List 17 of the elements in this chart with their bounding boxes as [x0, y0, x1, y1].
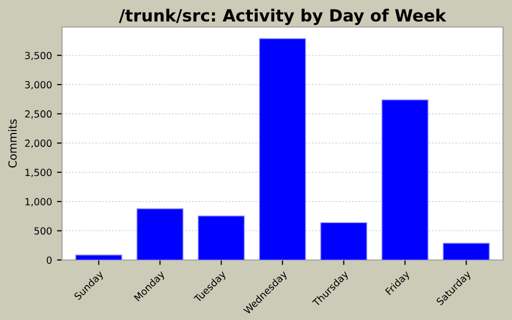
bar	[442, 242, 490, 260]
y-tick-label: 0	[46, 256, 52, 264]
bar	[320, 222, 368, 260]
chart-title: /trunk/src: Activity by Day of Week	[118, 8, 446, 26]
y-tick-label: 1,500	[26, 168, 52, 178]
y-axis-title: Commits	[8, 119, 17, 168]
bar	[198, 216, 245, 260]
y-tick-label: 3,500	[25, 52, 52, 60]
y-tick-label: 3,000	[25, 81, 52, 90]
y-tick-label: 500	[34, 227, 52, 235]
bar	[259, 38, 306, 260]
y-tick-label: 2,500	[25, 110, 52, 119]
bar	[382, 100, 428, 260]
bar	[136, 208, 184, 260]
y-tick-label: 1,000	[26, 198, 52, 206]
bar	[75, 254, 122, 260]
y-tick-label: 2,000	[25, 140, 52, 148]
